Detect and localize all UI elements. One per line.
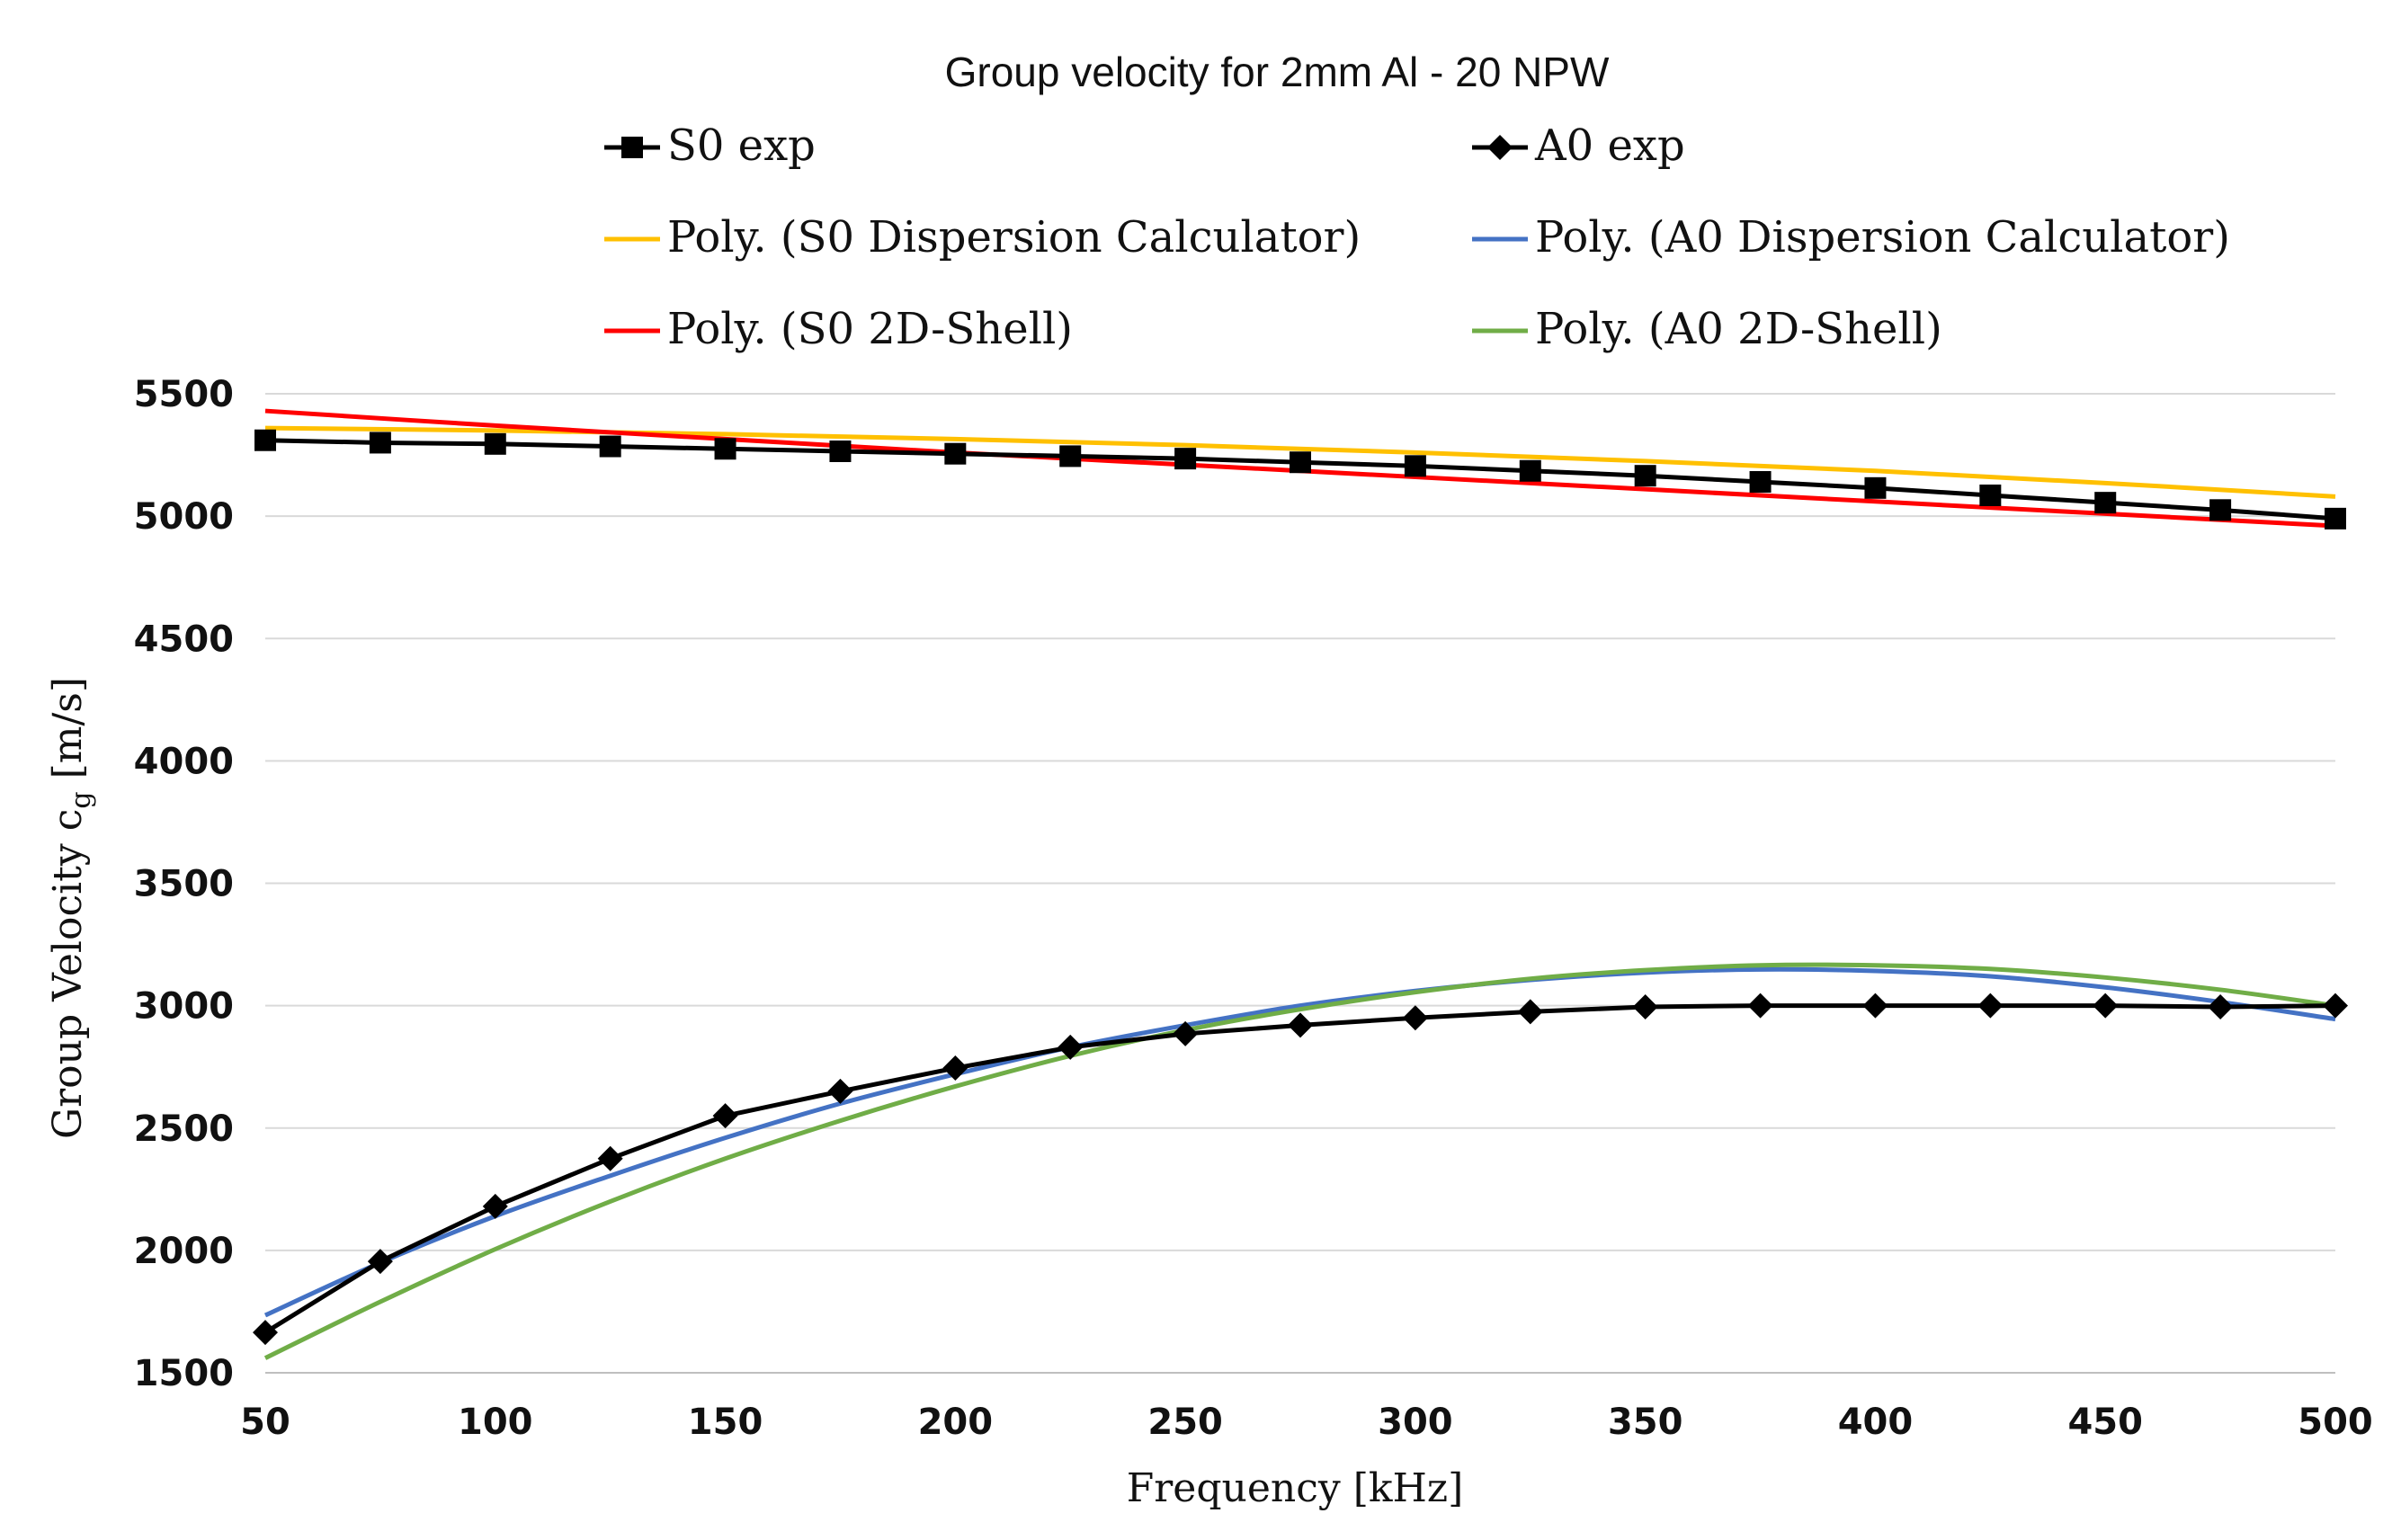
- data-point-a0-exp: [1862, 993, 1888, 1019]
- legend-marker: [621, 137, 643, 158]
- y-axis-title-main: Group Velocity c: [45, 809, 91, 1139]
- series-line-poly-a0-dispersion-calculator: [263, 966, 2336, 1318]
- legend-item-poly-a0-2d-shell: Poly. (A0 2D-Shell): [1472, 304, 1942, 354]
- data-point-s0-exp: [1749, 471, 1772, 494]
- x-tick-label: 50: [240, 1402, 290, 1443]
- data-point-a0-exp: [482, 1193, 508, 1219]
- legend-item-s0-exp: S0 exp: [604, 120, 816, 171]
- series-s0-exp: [254, 429, 2346, 530]
- y-tick-label: 4500: [134, 619, 234, 660]
- data-point-s0-exp: [2209, 499, 2232, 521]
- legend-item-a0-exp: A0 exp: [1472, 120, 1685, 171]
- legend: S0 exp A0 exp Poly. (S0 Dispersion Calcula…: [604, 120, 2230, 354]
- data-point-s0-exp: [1979, 484, 2002, 506]
- data-point-s0-exp: [1634, 465, 1656, 487]
- data-point-a0-exp: [1288, 1012, 1313, 1038]
- data-point-a0-exp: [1977, 993, 2004, 1019]
- legend-label: A0 exp: [1534, 120, 1685, 171]
- y-tick-label: 5500: [134, 374, 234, 415]
- data-point-s0-exp: [1290, 451, 1311, 474]
- data-point-s0-exp: [1404, 455, 1426, 477]
- legend-label: Poly. (A0 2D-Shell): [1535, 304, 1942, 354]
- data-point-a0-exp: [1402, 1005, 1428, 1031]
- data-point-s0-exp: [714, 438, 736, 460]
- legend-item-poly-a0-dispersion-calculator: Poly. (A0 Dispersion Calculator): [1472, 212, 2230, 263]
- data-point-s0-exp: [1864, 476, 1887, 499]
- y-tick-label: 4000: [134, 741, 234, 782]
- series-poly-a0-2d-shell: [263, 962, 2336, 1360]
- legend-item-poly-s0-2d-shell: Poly. (S0 2D-Shell): [604, 304, 1073, 354]
- x-tick-label: 450: [2067, 1402, 2143, 1443]
- y-tick-label: 5000: [134, 496, 234, 538]
- data-point-s0-exp: [599, 435, 621, 458]
- y-tick-label: 1500: [134, 1353, 234, 1394]
- data-point-a0-exp: [1517, 999, 1543, 1025]
- data-point-s0-exp: [484, 432, 506, 455]
- legend-label: Poly. (S0 Dispersion Calculator): [667, 212, 1361, 263]
- series-line-a0-exp: [263, 1003, 2336, 1335]
- y-tick-label: 2500: [134, 1108, 234, 1150]
- legend-item-poly-s0-dispersion-calculator: Poly. (S0 Dispersion Calculator): [604, 212, 1361, 263]
- data-point-s0-exp: [944, 442, 967, 465]
- legend-label: Poly. (A0 Dispersion Calculator): [1535, 212, 2230, 263]
- chart-title: Group velocity for 2mm Al - 20 NPW: [945, 49, 1610, 95]
- tick-layer: 1500 2000 2500 3000 3500 4000 4500 5000 5500 50 10…: [134, 374, 2373, 1443]
- data-point-a0-exp: [1632, 993, 1658, 1019]
- data-point-a0-exp: [2208, 993, 2234, 1019]
- data-point-a0-exp: [712, 1103, 738, 1129]
- data-point-a0-exp: [597, 1145, 623, 1171]
- x-tick-label: 150: [688, 1402, 763, 1443]
- x-tick-label: 100: [458, 1402, 533, 1443]
- data-point-a0-exp: [827, 1078, 853, 1104]
- y-tick-label: 2000: [134, 1231, 234, 1272]
- data-point-a0-exp: [253, 1320, 278, 1346]
- x-tick-label: 500: [2298, 1402, 2373, 1443]
- x-tick-label: 250: [1147, 1402, 1223, 1443]
- data-point-a0-exp: [1747, 993, 1773, 1019]
- data-point-s0-exp: [829, 440, 852, 462]
- data-point-a0-exp: [2323, 993, 2348, 1019]
- data-point-s0-exp: [1059, 445, 1082, 467]
- y-tick-label: 3000: [134, 986, 234, 1028]
- x-axis-title: Frequency [kHz]: [1127, 1465, 1464, 1511]
- data-point-s0-exp: [369, 432, 391, 454]
- y-axis-title-unit: [m/s]: [45, 677, 91, 791]
- x-tick-label: 400: [1838, 1402, 1914, 1443]
- data-point-a0-exp: [367, 1249, 393, 1275]
- y-tick-label: 3500: [134, 864, 234, 905]
- data-point-a0-exp: [942, 1055, 968, 1082]
- series-line-poly-a0-2d-shell: [263, 962, 2336, 1360]
- data-point-s0-exp: [1174, 448, 1197, 470]
- legend-marker: [1487, 135, 1513, 160]
- legend-label: Poly. (S0 2D-Shell): [667, 304, 1073, 354]
- series-a0-exp: [253, 993, 2348, 1346]
- data-point-s0-exp: [2094, 492, 2117, 514]
- y-axis-title: Group Velocity cg [m/s]: [45, 677, 97, 1139]
- data-point-s0-exp: [254, 429, 276, 451]
- x-tick-label: 200: [918, 1402, 994, 1443]
- x-tick-label: 300: [1378, 1402, 1453, 1443]
- series-layer: [253, 408, 2348, 1360]
- data-point-s0-exp: [2325, 507, 2346, 530]
- data-point-a0-exp: [2093, 993, 2119, 1019]
- y-axis-title-subscript: g: [66, 791, 97, 808]
- data-point-a0-exp: [1058, 1034, 1084, 1060]
- grid-layer: [265, 393, 2335, 1374]
- data-point-s0-exp: [1519, 459, 1541, 482]
- x-tick-label: 350: [1608, 1402, 1683, 1443]
- legend-label: S0 exp: [667, 120, 816, 171]
- data-point-a0-exp: [1173, 1020, 1199, 1046]
- series-poly-a0-dispersion-calculator: [263, 966, 2336, 1318]
